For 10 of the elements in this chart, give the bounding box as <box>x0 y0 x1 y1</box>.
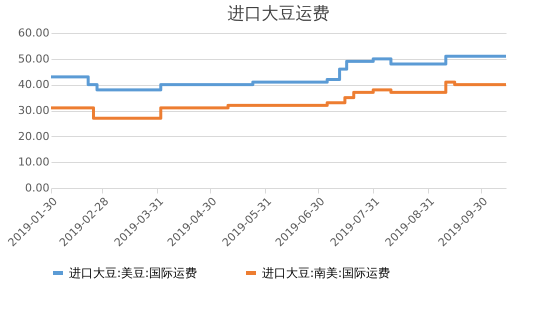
y-tick-label: 10.00 <box>18 156 50 169</box>
y-tick-label: 40.00 <box>18 78 50 92</box>
y-tick-label: 50.00 <box>18 52 50 66</box>
y-tick-label: 0.00 <box>25 182 50 194</box>
y-tick-label: 60.00 <box>18 26 50 40</box>
legend-label: 进口大豆:美豆:国际运费 <box>69 266 198 280</box>
y-tick-label: 30.00 <box>18 104 50 117</box>
legend-label: 进口大豆:南美:国际运费 <box>262 266 390 280</box>
y-tick-label: 20.00 <box>18 130 50 143</box>
chart-title: 进口大豆运费 <box>228 4 330 24</box>
